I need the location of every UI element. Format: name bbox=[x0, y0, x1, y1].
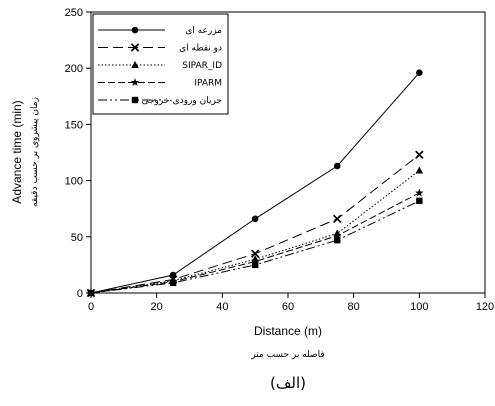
legend-label: مزرعه ای bbox=[185, 26, 222, 36]
series-line bbox=[90, 200, 420, 294]
legend-entry: IPARM bbox=[98, 78, 222, 89]
axes: 0 20 40 60 80 100 120 0 50 100 150 200 250 bbox=[65, 7, 495, 313]
series-line bbox=[90, 154, 420, 294]
legend-box bbox=[92, 13, 229, 115]
series-lines bbox=[86, 69, 424, 298]
data-point bbox=[333, 162, 341, 170]
legend-marker bbox=[130, 78, 140, 87]
data-point bbox=[333, 231, 342, 240]
data-point bbox=[250, 249, 260, 258]
data-point bbox=[415, 188, 424, 197]
x-axis-title-persian: فاصله بر حسب متر bbox=[250, 350, 324, 360]
data-point bbox=[333, 214, 342, 224]
data-point bbox=[251, 215, 259, 223]
x-tick-label: 20 bbox=[151, 301, 163, 313]
x-tick-label: 100 bbox=[410, 301, 428, 313]
legend: مزرعه ای دو نقطه ای SIPAR_ID IPARM جریان ورو… bbox=[92, 13, 229, 115]
legend-entry: دو نقطه ای bbox=[98, 43, 222, 54]
data-point bbox=[416, 197, 423, 205]
legend-marker bbox=[131, 61, 139, 68]
y-tick-label: 150 bbox=[65, 119, 83, 131]
y-tick-label: 50 bbox=[71, 232, 83, 244]
data-point bbox=[250, 257, 260, 266]
x-tick-label: 40 bbox=[216, 301, 228, 313]
legend-label: جریان ورودی-خروجی bbox=[141, 96, 222, 106]
series-1 bbox=[87, 69, 423, 297]
series-line bbox=[90, 170, 420, 294]
series-2 bbox=[86, 150, 424, 298]
data-point bbox=[416, 69, 423, 76]
legend-entry: SIPAR_ID bbox=[98, 61, 222, 71]
x-tick-label: 0 bbox=[88, 301, 94, 313]
series-3 bbox=[87, 166, 424, 296]
data-point bbox=[415, 166, 424, 174]
y-axis-title-persian: زمان پیشروی بر حسب دقیقه bbox=[30, 97, 40, 207]
legend-marker bbox=[131, 26, 139, 34]
x-tick-label: 80 bbox=[348, 301, 360, 313]
y-tick-label: 100 bbox=[65, 176, 83, 188]
panel-label: (الف) bbox=[270, 374, 306, 392]
y-tick-label: 0 bbox=[77, 288, 83, 300]
legend-label: دو نقطه ای bbox=[179, 44, 222, 54]
legend-entry: جریان ورودی-خروجی bbox=[98, 96, 222, 106]
series-4 bbox=[86, 188, 424, 297]
legend-marker bbox=[131, 96, 139, 104]
y-axis-title: Advance time (min) bbox=[10, 100, 24, 203]
legend-entry: مزرعه ای bbox=[98, 26, 222, 36]
x-tick-label: 60 bbox=[282, 301, 294, 313]
x-axis-title: Distance (m) bbox=[254, 324, 322, 338]
x-tick-label: 120 bbox=[476, 301, 494, 313]
data-point bbox=[415, 150, 424, 159]
y-tick-label: 200 bbox=[65, 63, 83, 75]
data-point bbox=[251, 261, 259, 269]
data-point bbox=[87, 289, 95, 297]
series-5 bbox=[87, 197, 423, 297]
legend-label: SIPAR_ID bbox=[182, 61, 222, 71]
data-point bbox=[334, 236, 341, 244]
data-point bbox=[169, 279, 177, 287]
legend-label: IPARM bbox=[194, 79, 222, 89]
legend-marker bbox=[130, 43, 140, 52]
y-tick-label: 250 bbox=[65, 7, 83, 19]
series-line bbox=[90, 192, 420, 294]
